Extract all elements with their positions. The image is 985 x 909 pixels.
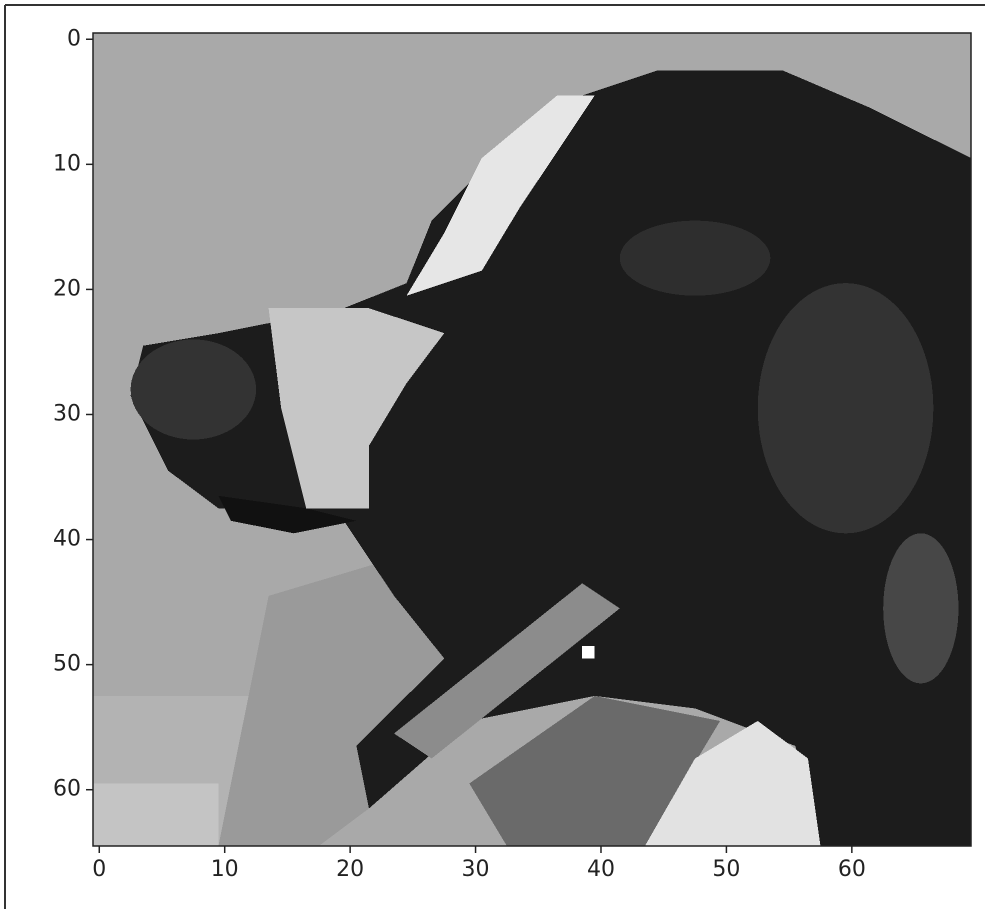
axes-frame — [92, 32, 972, 847]
shadow — [218, 558, 445, 846]
y-tick-label: 40 — [53, 527, 81, 552]
fur-2 — [883, 533, 959, 684]
ear — [757, 283, 934, 534]
fur — [619, 220, 771, 296]
y-tick-label: 30 — [53, 401, 81, 426]
x-tick-label: 10 — [211, 857, 239, 882]
x-tick-label: 40 — [587, 857, 615, 882]
neck — [469, 695, 721, 846]
x-tick-label: 60 — [838, 857, 866, 882]
mouth — [218, 495, 357, 534]
image — [93, 33, 971, 846]
y-tick-label: 0 — [67, 26, 81, 51]
y-tick-label: 20 — [53, 276, 81, 301]
y-tick-label: 60 — [53, 777, 81, 802]
y-tick-label: 10 — [53, 151, 81, 176]
collar — [394, 583, 620, 759]
nose — [130, 339, 257, 440]
x-tick-label: 50 — [712, 857, 740, 882]
ground-light — [93, 783, 219, 846]
y-tick-label: 50 — [53, 652, 81, 677]
x-tick-label: 20 — [336, 857, 364, 882]
muzzle — [268, 308, 445, 509]
chest — [644, 720, 821, 846]
blaze — [406, 95, 595, 296]
x-tick-label: 0 — [92, 857, 106, 882]
highlight — [582, 645, 595, 659]
x-tick-label: 30 — [462, 857, 490, 882]
